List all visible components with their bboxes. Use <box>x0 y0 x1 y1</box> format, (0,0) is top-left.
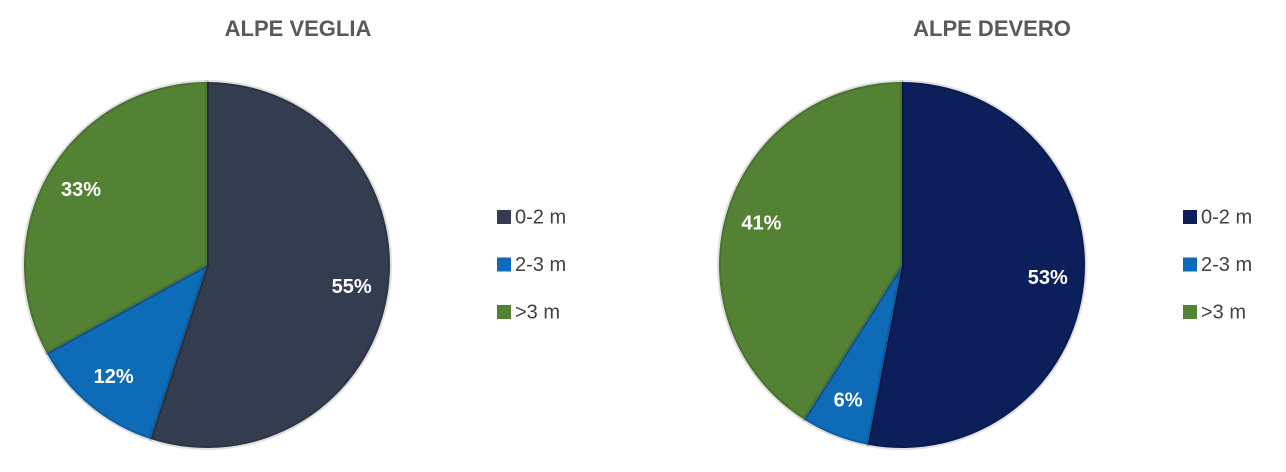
chart-title: ALPE VEGLIA <box>225 16 372 41</box>
pie-slice <box>717 80 904 422</box>
legend-swatch <box>497 257 511 272</box>
pie-slice <box>44 263 209 442</box>
data-label: 6% <box>834 389 863 411</box>
legend-swatch <box>1183 210 1197 224</box>
data-label: 33% <box>61 179 101 201</box>
legend-swatch <box>1183 257 1197 272</box>
data-label: 41% <box>741 212 781 234</box>
legend-swatch <box>497 305 511 319</box>
chart-title: ALPE DEVERO <box>913 16 1071 41</box>
legend-label: 0-2 m <box>515 206 566 228</box>
legend-swatch <box>497 210 511 224</box>
legend-swatch <box>1183 305 1197 319</box>
legend-label: 0-2 m <box>1201 206 1252 228</box>
legend-label: 2-3 m <box>515 254 566 276</box>
data-label: 55% <box>332 276 372 298</box>
pie-slice <box>865 80 1087 450</box>
legend-label: 2-3 m <box>1201 254 1252 276</box>
data-label: 12% <box>94 366 134 388</box>
data-label: 53% <box>1028 267 1068 289</box>
pie-slice <box>148 80 392 450</box>
legend-label: >3 m <box>1201 301 1246 323</box>
pie-slice <box>801 263 904 447</box>
pie-slice <box>22 80 209 356</box>
legend-label: >3 m <box>515 301 560 323</box>
